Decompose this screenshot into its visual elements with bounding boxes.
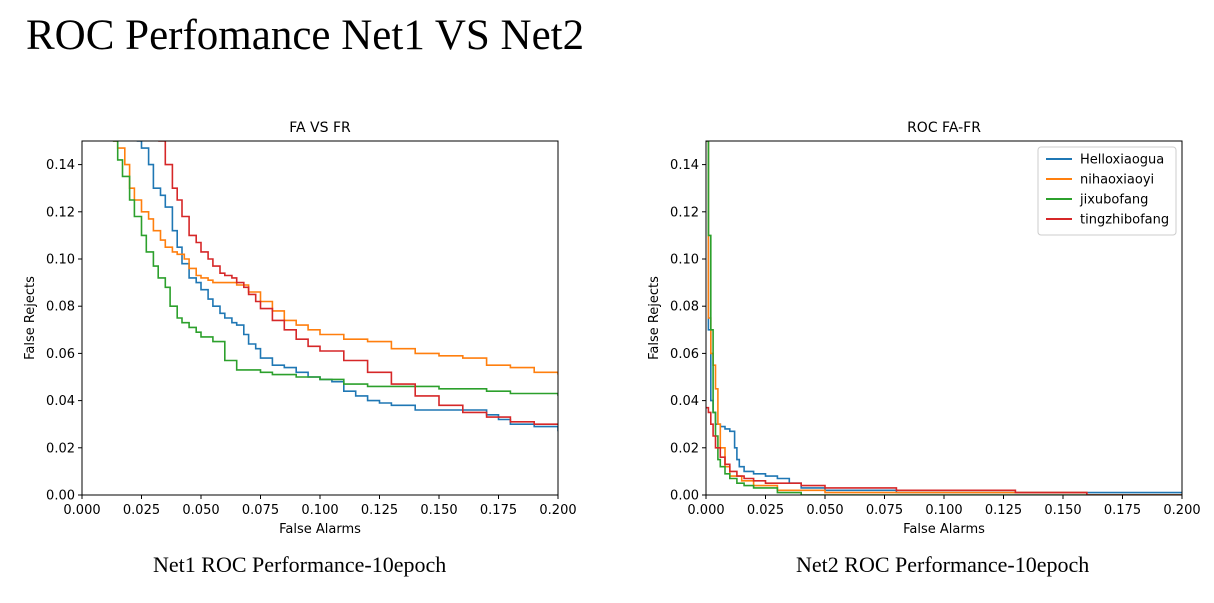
- net1-x-tick-label: 0.150: [420, 503, 457, 518]
- net2-x-tick-label: 0.100: [925, 503, 962, 518]
- net1-y-tick-label: 0.10: [46, 253, 75, 268]
- net1-y-tick-label: 0.08: [46, 300, 75, 315]
- net2-roc-chart: 0.000 0.025 0.050 0.075 0.100 0.125 0.150 0.175…: [647, 120, 1201, 537]
- net2-y-tick-label: 0.02: [670, 441, 699, 456]
- net1-x-tick-label: 0.025: [123, 503, 160, 518]
- net2-x-tick-label: 0.075: [866, 503, 903, 518]
- net2-x-tick-label: 0.000: [687, 503, 724, 518]
- net2-legend-label: jixubofang: [1079, 193, 1148, 208]
- net2-legend: [1037, 146, 1177, 236]
- net2-x-tick-label: 0.050: [806, 503, 843, 518]
- net2-x-tick-label: 0.125: [985, 503, 1022, 518]
- net2-legend-label: tingzhibofang: [1080, 213, 1169, 228]
- net1-x-axis-label: False Alarms: [279, 522, 361, 537]
- net2-y-tick-label: 0.06: [670, 347, 699, 362]
- net1-y-tick-label: 0.04: [46, 394, 75, 409]
- net2-x-tick-label: 0.150: [1044, 503, 1081, 518]
- net1-y-axis-label: False Rejects: [23, 276, 38, 360]
- net1-y-tick-label: 0.14: [46, 158, 75, 173]
- net2-legend-label: nihaoxiaoyi: [1080, 173, 1154, 188]
- net2-caption: Net2 ROC Performance-10epoch: [796, 552, 1090, 577]
- net2-chart-title: ROC FA-FR: [907, 120, 981, 136]
- net2-y-tick-label: 0.10: [670, 253, 699, 268]
- net1-series-line-1: [112, 141, 558, 375]
- net1-series-line-2: [112, 141, 558, 396]
- net1-x-tick-label: 0.125: [361, 503, 398, 518]
- net2-series-line-2: [706, 141, 1182, 495]
- net1-x-tick-label: 0.075: [242, 503, 279, 518]
- net1-x-tick-label: 0.000: [63, 503, 100, 518]
- net2-y-tick-label: 0.14: [670, 158, 699, 173]
- net1-series-line-3: [158, 141, 558, 425]
- net1-caption: Net1 ROC Performance-10epoch: [153, 552, 447, 577]
- net1-y-tick-label: 0.02: [46, 441, 75, 456]
- net1-chart-title: FA VS FR: [289, 120, 351, 136]
- net1-roc-chart: 0.000 0.025 0.050 0.075 0.100 0.125 0.150 0.175…: [23, 120, 577, 537]
- net2-x-tick-label: 0.025: [747, 503, 784, 518]
- net2-series-line-3: [706, 406, 1182, 495]
- net1-x-tick-label: 0.050: [182, 503, 219, 518]
- net1-series-line-0: [136, 141, 558, 432]
- net2-y-tick-label: 0.04: [670, 394, 699, 409]
- net1-x-tick-label: 0.175: [480, 503, 517, 518]
- net2-x-tick-label: 0.175: [1104, 503, 1141, 518]
- net1-y-tick-label: 0.06: [46, 347, 75, 362]
- net1-x-tick-label: 0.100: [301, 503, 338, 518]
- net2-y-tick-label: 0.12: [670, 205, 699, 220]
- net1-y-tick-label: 0.12: [46, 205, 75, 220]
- net2-y-tick-label: 0.00: [670, 489, 699, 504]
- net2-x-tick-label: 0.200: [1163, 503, 1200, 518]
- net2-y-tick-label: 0.08: [670, 300, 699, 315]
- net2-legend-label: Helloxiaogua: [1080, 153, 1164, 168]
- net2-x-axis-label: False Alarms: [903, 522, 985, 537]
- page-title: ROC Perfomance Net1 VS Net2: [26, 12, 585, 59]
- net1-x-tick-label: 0.200: [539, 503, 576, 518]
- net1-y-tick-label: 0.00: [46, 489, 75, 504]
- net2-y-axis-label: False Rejects: [647, 276, 662, 360]
